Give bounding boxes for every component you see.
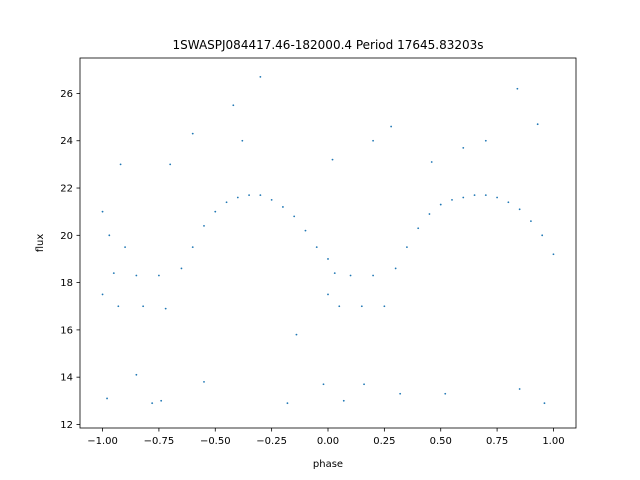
data-point xyxy=(338,305,341,308)
data-point xyxy=(232,104,235,107)
data-point xyxy=(119,163,122,166)
y-tick-label: 24 xyxy=(60,136,73,147)
data-point xyxy=(462,146,465,149)
data-point xyxy=(484,194,487,197)
data-point xyxy=(484,139,487,142)
data-point xyxy=(282,206,284,208)
data-point xyxy=(112,272,115,275)
x-tick-label: −0.75 xyxy=(144,436,175,447)
x-tick-label: −0.25 xyxy=(256,436,287,447)
data-point xyxy=(516,87,519,90)
x-axis-label: phase xyxy=(313,459,343,470)
data-point xyxy=(430,161,433,163)
data-point xyxy=(241,139,244,142)
data-point xyxy=(117,305,120,308)
chart-title: 1SWASPJ084417.46-182000.4 Period 17645.8… xyxy=(172,38,483,52)
y-tick-label: 16 xyxy=(60,325,73,336)
data-point xyxy=(293,215,296,218)
data-point xyxy=(164,307,167,310)
data-point xyxy=(439,203,442,206)
data-point xyxy=(383,305,386,308)
data-point xyxy=(552,253,555,256)
data-point xyxy=(530,220,532,223)
data-point xyxy=(191,246,194,249)
data-point xyxy=(327,258,329,260)
data-point xyxy=(203,224,205,227)
x-tick-label: 0.00 xyxy=(317,436,339,447)
data-point xyxy=(270,198,273,201)
x-tick-label: 0.50 xyxy=(430,436,452,447)
data-point xyxy=(135,274,138,277)
data-point xyxy=(327,293,329,296)
data-point xyxy=(394,267,397,270)
data-point xyxy=(108,234,111,237)
data-point xyxy=(473,194,476,197)
data-point xyxy=(518,388,521,390)
data-point xyxy=(331,158,334,161)
y-tick-label: 14 xyxy=(60,373,73,384)
data-point xyxy=(101,210,104,213)
data-point xyxy=(390,125,393,128)
x-tick-label: 0.25 xyxy=(373,436,395,447)
data-point xyxy=(160,399,163,402)
data-point xyxy=(259,194,262,197)
y-tick-label: 22 xyxy=(60,184,73,195)
data-point xyxy=(428,213,431,215)
y-tick-label: 12 xyxy=(60,420,73,431)
data-point xyxy=(541,234,544,237)
data-point xyxy=(180,267,183,270)
data-point xyxy=(518,208,521,211)
x-tick-label: −0.50 xyxy=(200,436,231,447)
data-point xyxy=(496,196,498,199)
data-point xyxy=(135,373,138,376)
data-point xyxy=(191,132,194,135)
x-tick-label: 0.75 xyxy=(486,436,508,447)
data-point xyxy=(451,198,453,201)
data-point xyxy=(101,293,104,296)
data-points xyxy=(101,76,555,405)
data-point xyxy=(124,246,126,249)
data-point xyxy=(106,397,108,400)
data-point xyxy=(214,210,217,213)
data-point xyxy=(203,381,205,383)
data-point xyxy=(536,123,539,126)
data-point xyxy=(151,402,154,405)
data-point xyxy=(543,402,546,405)
data-point xyxy=(372,274,374,277)
data-point xyxy=(399,392,402,395)
y-tick-label: 20 xyxy=(60,231,73,242)
data-point xyxy=(333,272,336,275)
data-point xyxy=(507,201,510,204)
data-point xyxy=(406,246,408,249)
data-point xyxy=(236,196,239,199)
y-axis-label: flux xyxy=(35,234,46,253)
y-tick-label: 26 xyxy=(60,89,73,100)
data-point xyxy=(342,399,345,402)
data-point xyxy=(169,163,172,166)
data-point xyxy=(158,274,160,277)
data-point xyxy=(259,76,262,78)
x-tick-label: −1.00 xyxy=(87,436,118,447)
data-point xyxy=(417,227,420,230)
data-point xyxy=(304,229,307,232)
data-point xyxy=(286,402,289,405)
data-point xyxy=(225,201,228,204)
data-point xyxy=(444,392,447,395)
data-point xyxy=(315,246,318,249)
data-point xyxy=(462,196,465,199)
data-point xyxy=(295,333,298,336)
data-point xyxy=(360,305,363,308)
data-point xyxy=(142,305,145,308)
data-point xyxy=(372,139,374,142)
axis-ticks: −1.00 −0.75 −0.50 −0.25 0.00 0.25 0.50 0.75 1.00… xyxy=(60,89,564,447)
data-point xyxy=(349,274,352,277)
plot-frame xyxy=(79,57,577,429)
data-point xyxy=(363,383,365,386)
x-tick-label: 1.00 xyxy=(542,436,564,447)
data-point xyxy=(322,383,325,386)
data-point xyxy=(248,194,250,197)
y-tick-label: 18 xyxy=(60,278,73,289)
